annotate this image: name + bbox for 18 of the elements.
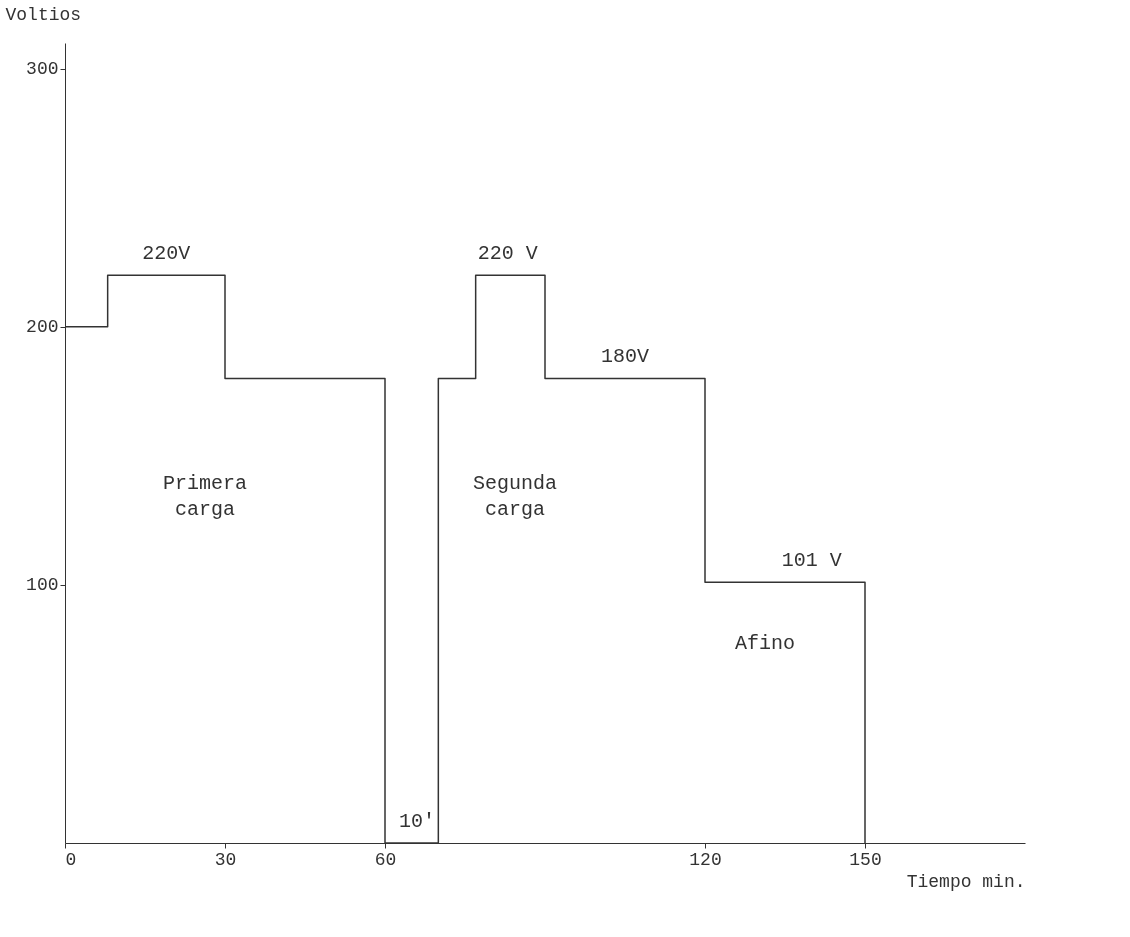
x-tick-label: 150 <box>849 849 882 870</box>
x-axis-title: Tiempo min. <box>906 871 1026 892</box>
annotation: 10' <box>398 810 436 833</box>
annotation: 220 V <box>477 242 538 266</box>
annotation: 220V <box>142 242 191 266</box>
y-tick-label: 300 <box>26 59 59 80</box>
y-axis-title: Voltios <box>5 4 82 25</box>
x-tick-label: 60 <box>374 849 397 870</box>
annotation: 101 V <box>781 549 842 573</box>
x-tick-label: 30 <box>214 849 237 870</box>
annotation: 180V <box>600 345 650 369</box>
x-tick-label: 120 <box>689 849 722 870</box>
annotation: Afino <box>734 632 796 655</box>
x-tick-label: 0 <box>65 849 77 870</box>
y-tick-label: 200 <box>26 317 59 338</box>
y-tick-label: 100 <box>26 575 59 596</box>
annotation: Primera carga <box>162 472 248 521</box>
annotation: Segunda carga <box>472 472 558 521</box>
